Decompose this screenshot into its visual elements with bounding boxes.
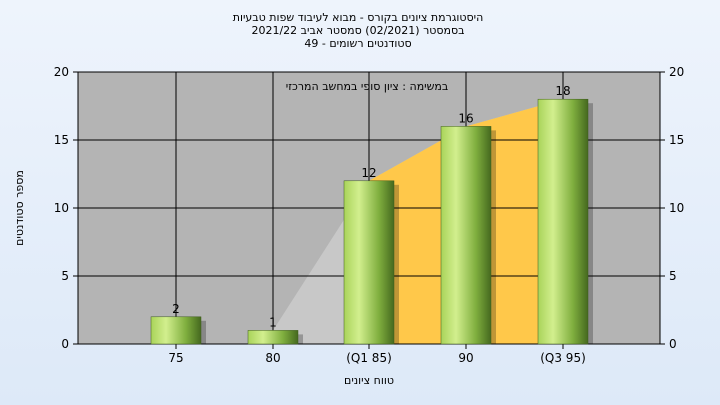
x-tick-label: (Q3 95) xyxy=(540,351,586,365)
x-tick-label: 80 xyxy=(265,351,280,365)
y-tick-label-left: 5 xyxy=(61,269,69,283)
y-axis-label: מספר סטודנטים xyxy=(13,170,26,246)
y-tick-label-right: 5 xyxy=(669,269,677,283)
bar-value-label: 16 xyxy=(458,111,473,125)
bar xyxy=(440,126,492,345)
y-tick-label-right: 10 xyxy=(669,201,684,215)
y-tick-label-right: 0 xyxy=(669,337,677,351)
title-line-2: בסמסטר (02/2021) סמסטר אביב 2021/22 xyxy=(251,24,464,37)
y-tick-label-left: 15 xyxy=(54,133,69,147)
chart-title: היסטוגרמת ציונים בקורס - מבוא לעיבוד שפו… xyxy=(233,11,484,50)
bar xyxy=(247,330,299,345)
bar-series xyxy=(150,98,593,345)
x-tick-label: 90 xyxy=(458,351,473,365)
y-tick-label-left: 10 xyxy=(54,201,69,215)
annotation-text: במשימה : ציון סופי במחשב המרכזי xyxy=(286,80,449,93)
bar xyxy=(150,316,202,345)
y-axis-right: 0 5 10 15 20 xyxy=(660,65,684,351)
y-tick-label-left: 20 xyxy=(54,65,69,79)
y-tick-label-right: 20 xyxy=(669,65,684,79)
x-tick-label: (Q1 85) xyxy=(346,351,392,365)
y-axis-left: 0 5 10 15 20 xyxy=(54,65,78,351)
bar-value-label: 12 xyxy=(361,166,376,180)
bar-value-label: 1 xyxy=(269,315,277,329)
x-axis: 75 80 (Q1 85) 90 (Q3 95) xyxy=(168,344,586,365)
title-line-3: סטודנטים רשומים - 49 xyxy=(304,37,411,50)
value-labels: 2 1 12 16 18 xyxy=(172,84,570,329)
bar xyxy=(343,180,395,345)
x-axis-label: טווח ציונים xyxy=(344,374,394,387)
y-tick-label-right: 15 xyxy=(669,133,684,147)
bar xyxy=(537,98,589,345)
title-line-1: היסטוגרמת ציונים בקורס - מבוא לעיבוד שפו… xyxy=(233,11,484,24)
bar-value-label: 18 xyxy=(555,84,570,98)
bar-value-label: 2 xyxy=(172,302,180,316)
x-tick-label: 75 xyxy=(168,351,183,365)
y-tick-label-left: 0 xyxy=(61,337,69,351)
